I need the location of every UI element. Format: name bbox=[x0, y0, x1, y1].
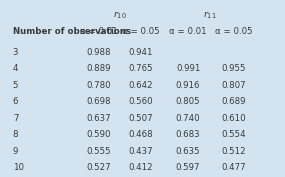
Text: 0.590: 0.590 bbox=[86, 130, 111, 139]
Text: α = 0.01: α = 0.01 bbox=[80, 27, 117, 36]
Text: 0.507: 0.507 bbox=[129, 114, 153, 123]
Text: 0.683: 0.683 bbox=[176, 130, 200, 139]
Text: 8: 8 bbox=[13, 130, 18, 139]
Text: 0.916: 0.916 bbox=[176, 81, 200, 90]
Text: 0.635: 0.635 bbox=[176, 147, 200, 156]
Text: 0.512: 0.512 bbox=[221, 147, 246, 156]
Text: 0.740: 0.740 bbox=[176, 114, 200, 123]
Text: $r_{11}$: $r_{11}$ bbox=[203, 10, 217, 21]
Text: 0.412: 0.412 bbox=[129, 163, 153, 172]
Text: 7: 7 bbox=[13, 114, 18, 123]
Text: 9: 9 bbox=[13, 147, 18, 156]
Text: 0.955: 0.955 bbox=[221, 64, 246, 73]
Text: 0.988: 0.988 bbox=[86, 48, 111, 57]
Text: 0.941: 0.941 bbox=[129, 48, 153, 57]
Text: 0.689: 0.689 bbox=[221, 97, 246, 106]
Text: $r_{10}$: $r_{10}$ bbox=[113, 10, 127, 21]
Text: 0.610: 0.610 bbox=[221, 114, 246, 123]
Text: 0.554: 0.554 bbox=[221, 130, 246, 139]
Text: 0.468: 0.468 bbox=[129, 130, 153, 139]
Text: 6: 6 bbox=[13, 97, 18, 106]
Text: 0.698: 0.698 bbox=[86, 97, 111, 106]
Text: 0.642: 0.642 bbox=[129, 81, 153, 90]
Text: α = 0.05: α = 0.05 bbox=[215, 27, 253, 36]
Text: α = 0.01: α = 0.01 bbox=[169, 27, 207, 36]
Text: 0.527: 0.527 bbox=[86, 163, 111, 172]
Text: 0.555: 0.555 bbox=[86, 147, 111, 156]
Text: 0.437: 0.437 bbox=[129, 147, 153, 156]
Text: 4: 4 bbox=[13, 64, 18, 73]
Text: 0.637: 0.637 bbox=[86, 114, 111, 123]
Text: 0.780: 0.780 bbox=[86, 81, 111, 90]
Text: 0.805: 0.805 bbox=[176, 97, 200, 106]
Text: 0.477: 0.477 bbox=[221, 163, 246, 172]
Text: α = 0.05: α = 0.05 bbox=[122, 27, 160, 36]
Text: 0.889: 0.889 bbox=[86, 64, 111, 73]
Text: 0.991: 0.991 bbox=[176, 64, 200, 73]
Text: 5: 5 bbox=[13, 81, 18, 90]
Text: 0.560: 0.560 bbox=[129, 97, 153, 106]
Text: 0.807: 0.807 bbox=[221, 81, 246, 90]
Text: 0.765: 0.765 bbox=[129, 64, 153, 73]
Text: Number of observations: Number of observations bbox=[13, 27, 131, 36]
Text: 3: 3 bbox=[13, 48, 18, 57]
Text: 0.597: 0.597 bbox=[176, 163, 200, 172]
Text: 10: 10 bbox=[13, 163, 24, 172]
